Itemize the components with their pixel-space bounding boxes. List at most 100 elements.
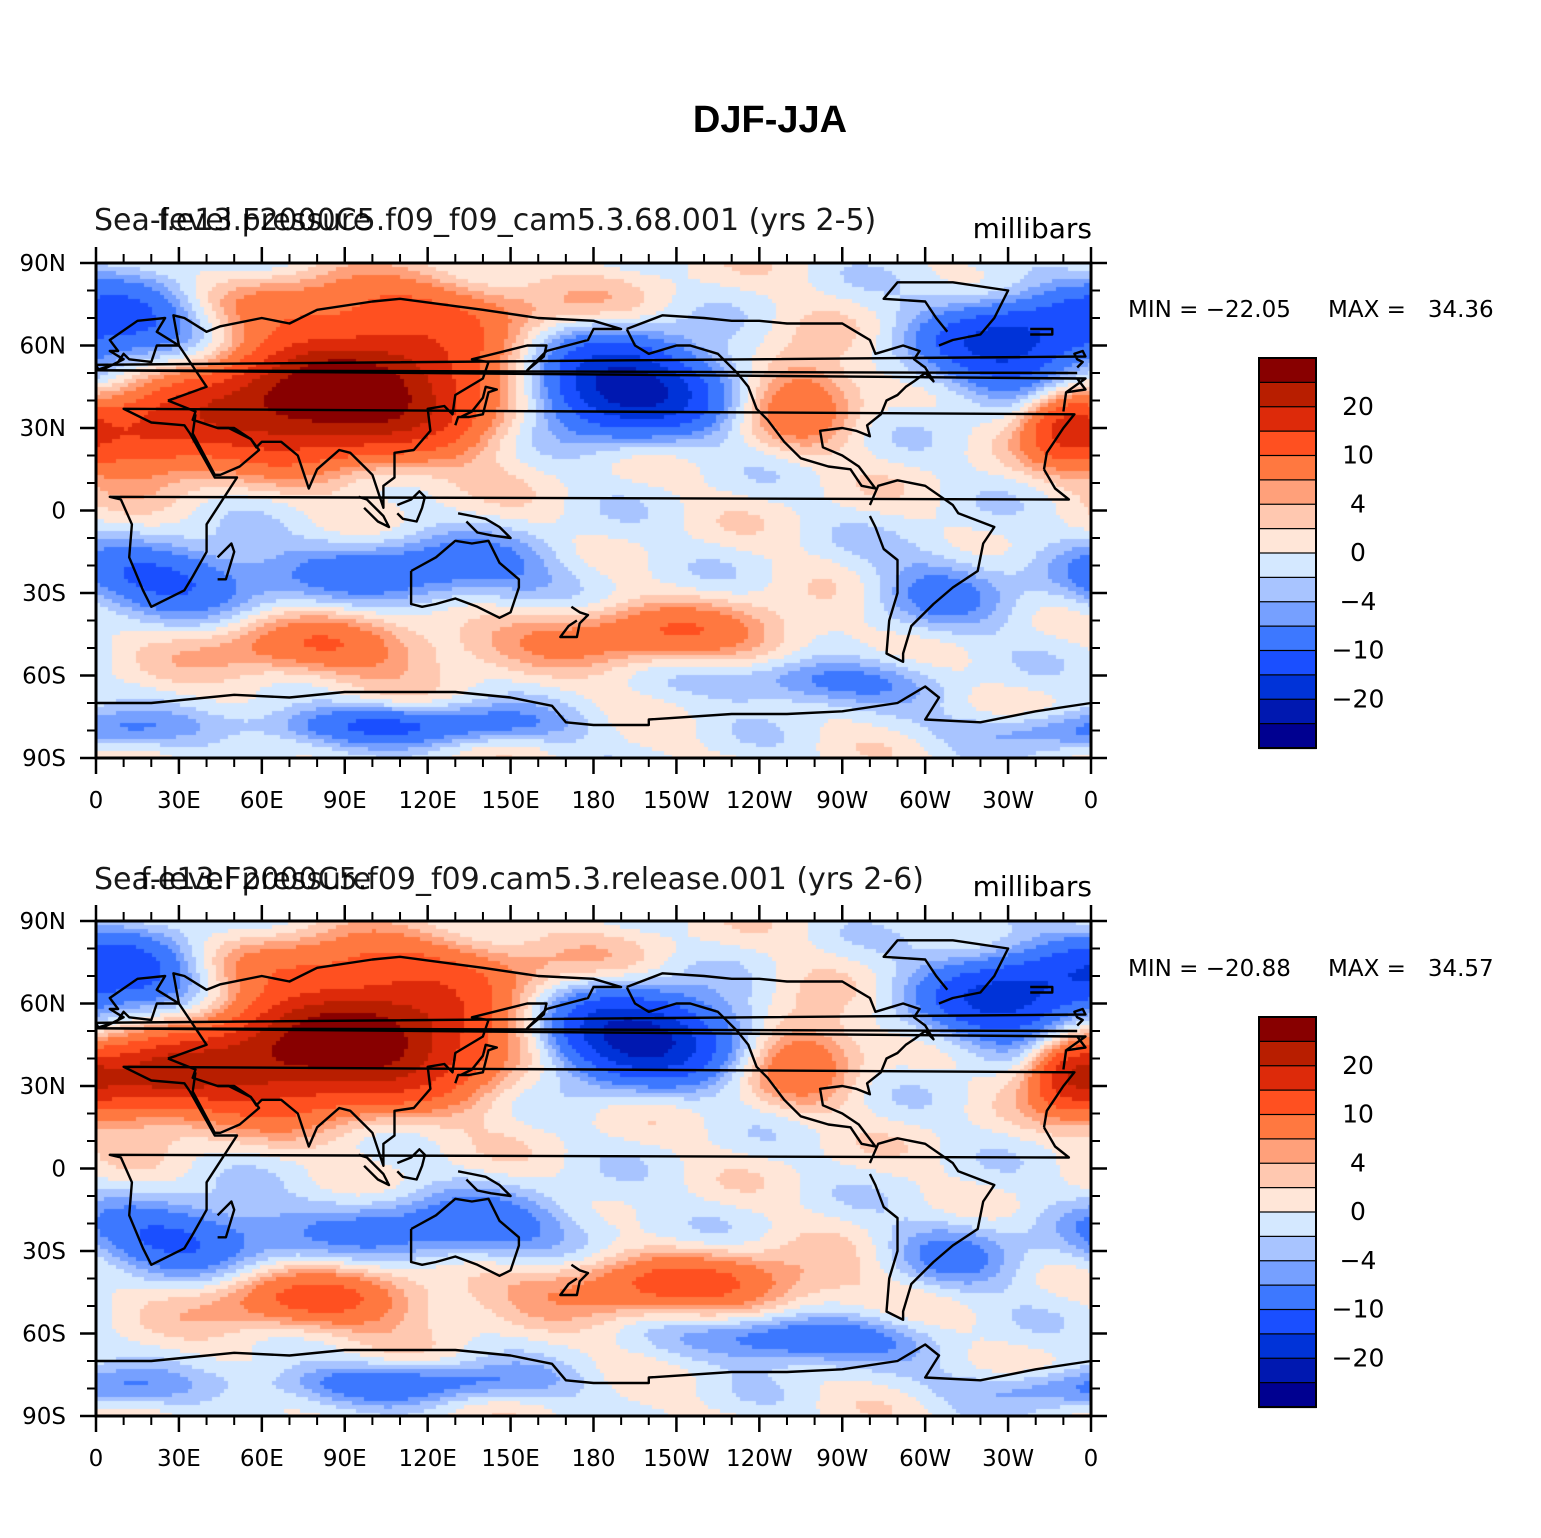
y-tick-label: 0 [51,499,66,525]
x-tick-label: 0 [89,1446,104,1472]
y-tick-label: 30N [20,1074,66,1100]
colorbar-swatch [1258,576,1317,603]
coastline-greenland [882,281,1010,347]
panel-top-contour-field [96,263,1091,758]
panel-top-min: MIN = −22.05 [1128,297,1291,323]
coastline-asia [167,955,623,1168]
x-tick-label: 150W [643,788,710,814]
coastline-iceland [1030,985,1054,994]
coastline-namerica [625,972,935,1148]
x-tick-label: 30W [982,1446,1034,1472]
colorbar-swatch [1258,1333,1317,1360]
colorbar-swatch [1258,625,1317,652]
coastline-nz [559,1263,590,1297]
coastline-europe [94,974,1087,1070]
panel-bottom-axes: 0 30E 60E 90E 120E 150E 180 150W 120W 90W 60W 30W 09… [20,905,1107,1472]
x-tick-label: 180 [572,1446,616,1472]
colorbar-swatch [1258,454,1317,481]
coastline-samerica [868,1137,996,1322]
x-tick-label: 60E [240,788,284,814]
colorbar-label: 10 [1342,1100,1374,1129]
x-tick-label: 60W [899,1446,951,1472]
colorbar-frame [1258,357,1317,749]
colorbar-swatch [1258,1089,1317,1116]
panel-top-colorbar: 20 10 4 0 −4 −10 −20 [1258,357,1385,750]
colorbar-swatch [1258,1284,1317,1311]
colorbar-swatch [1258,552,1317,579]
coastline-sumatra [358,1153,391,1187]
colorbar-label: −4 [1340,587,1377,616]
panel-bottom-max: MAX = 34.57 [1328,956,1494,982]
colorbar-swatch [1258,357,1317,384]
y-tick-label: 90N [20,909,66,935]
coastline-greenland [882,939,1010,1005]
y-tick-label: 90N [20,251,66,277]
panel-top-coastlines [94,281,1093,760]
x-tick-label: 180 [572,788,616,814]
coastline-arabia [191,414,261,476]
colorbar-swatch [1258,723,1317,750]
panel-bottom-title: f.e13.F2000C5.f09_f09.cam5.3.release.001… [140,862,924,897]
coastline-europe [94,316,1087,412]
y-tick-label: 90S [22,746,66,772]
x-tick-label: 0 [1084,1446,1099,1472]
y-tick-label: 30N [20,416,66,442]
colorbar-swatch [1258,1382,1317,1409]
colorbar-swatch [1258,674,1317,701]
colorbar-frame [1258,1016,1317,1408]
colorbar-swatch [1258,479,1317,506]
colorbar-label: 20 [1342,392,1374,421]
colorbar-swatch [1258,1040,1317,1067]
coastline-africa [108,407,1076,608]
y-tick-label: 60N [20,992,66,1018]
coastline-africa [108,1065,1076,1267]
colorbar-label: 20 [1342,1051,1374,1080]
colorbar-swatch [1258,503,1317,530]
colorbar-swatch [1258,1162,1317,1189]
x-tick-label: 30W [982,788,1034,814]
coastline-uk [94,1007,1087,1033]
colorbar-label: 0 [1350,1197,1366,1226]
y-tick-label: 0 [51,1157,66,1183]
colorbar-swatch [1258,381,1317,408]
colorbar-swatch [1258,1260,1317,1287]
x-tick-label: 90W [816,788,868,814]
colorbar-swatch [1258,1308,1317,1335]
x-tick-label: 120E [398,788,456,814]
x-tick-label: 0 [89,788,104,814]
x-tick-label: 120W [726,788,793,814]
figure-title: DJF-JJA [693,99,847,141]
coastline-antarctica [96,685,1093,760]
panel-top-variable: Sea-level pressure [94,203,371,238]
colorbar-label: 0 [1350,538,1366,567]
y-tick-label: 90S [22,1404,66,1430]
x-tick-label: 150W [643,1446,710,1472]
coastline-samerica [868,479,996,663]
coastline-japan [454,1043,498,1084]
x-tick-label: 150E [481,1446,539,1472]
colorbar-swatch [1258,528,1317,555]
coastline-arabia [191,1072,261,1135]
x-tick-label: 90W [816,1446,868,1472]
x-tick-label: 60E [240,1446,284,1472]
x-tick-label: 0 [1084,788,1099,814]
colorbar-label: 4 [1350,489,1366,518]
colorbar-label: −20 [1332,684,1385,713]
coastline-madagascar [216,542,236,581]
x-tick-label: 120W [726,1446,793,1472]
coastline-borneo [396,1148,427,1181]
colorbar-swatch [1258,1065,1317,1092]
x-tick-label: 90E [323,788,367,814]
coastline-asia [167,297,623,509]
coastline-sumatra [358,495,391,529]
panel-bottom-contour-field [96,921,1091,1416]
panel-bottom-colorbar: 20 10 4 0 −4 −10 −20 [1258,1016,1384,1409]
coastline-antarctica [96,1343,1093,1418]
y-tick-label: 30S [22,1239,66,1265]
colorbar-swatch [1258,698,1317,725]
panel-bottom-coastlines [94,939,1093,1418]
x-tick-label: 60W [899,788,951,814]
panel-top-title: f.e13.F2000C5.f09_f09_cam5.3.68.001 (yrs… [158,203,876,238]
y-tick-label: 60S [22,1322,66,1348]
